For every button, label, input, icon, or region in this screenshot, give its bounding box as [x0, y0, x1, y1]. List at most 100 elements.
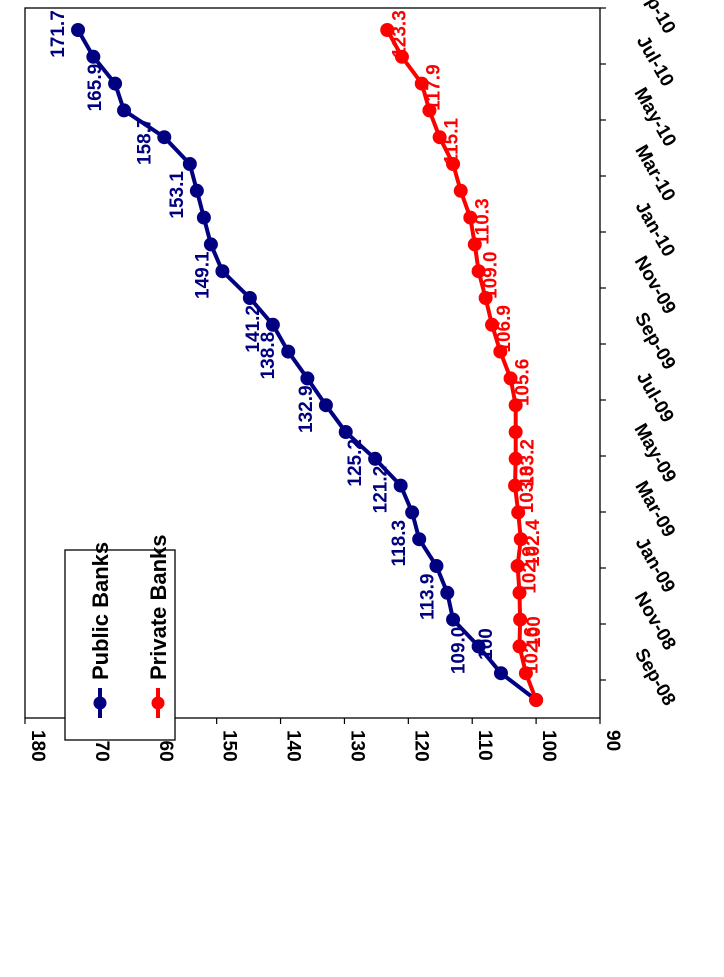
data-point [196, 210, 211, 225]
data-point [493, 666, 508, 681]
x-tick-label: Jan-09 [631, 534, 679, 597]
series-public-banks: 100109.0113.9118.3121.2125.2132.9138.814… [48, 10, 544, 707]
data-point [393, 478, 408, 493]
data-point [242, 291, 257, 305]
data-label: 171.7 [48, 10, 69, 58]
x-tick-label: May-09 [630, 420, 680, 486]
data-point [368, 451, 383, 466]
data-point [508, 425, 523, 439]
data-point [513, 612, 528, 627]
data-point [265, 317, 280, 332]
y-tick-label: 110 [474, 730, 495, 761]
data-label: 121.2 [371, 466, 392, 514]
data-label: 138.8 [258, 332, 279, 380]
data-point [493, 344, 508, 359]
x-tick-label: Sep-10 [630, 0, 679, 37]
data-point [511, 505, 526, 520]
x-tick-label: Jan-10 [631, 198, 679, 261]
data-label: 117.9 [424, 64, 445, 111]
x-tick-label: Sep-09 [630, 309, 679, 373]
data-label: 106.9 [494, 305, 515, 353]
legend-swatch-marker [151, 696, 165, 710]
data-point [414, 76, 429, 91]
data-point [281, 344, 296, 359]
data-point [440, 585, 455, 600]
data-label: 165.9 [85, 64, 106, 112]
data-point [518, 666, 533, 681]
data-point [478, 291, 493, 305]
x-tick-label: Jul-10 [632, 32, 678, 90]
data-point [503, 371, 518, 386]
data-point [86, 49, 101, 64]
x-tick-label: May-10 [630, 84, 680, 150]
x-tick-label: Mar-09 [630, 477, 679, 541]
legend: Public Banks Private Banks [64, 534, 176, 741]
data-label: 118.3 [389, 520, 410, 567]
data-point [338, 425, 353, 439]
data-point [513, 532, 528, 547]
y-tick-label: 100 [538, 730, 559, 762]
legend-swatch-marker [93, 696, 107, 710]
x-tick-label: Sep-08 [630, 645, 679, 709]
data-point [203, 237, 218, 252]
y-tick-label: 120 [410, 730, 431, 762]
data-point [300, 371, 315, 386]
data-point [453, 183, 468, 198]
data-point [529, 693, 544, 707]
data-label: 100 [524, 616, 545, 648]
x-tick-label: Jul-09 [632, 368, 678, 426]
data-point [467, 237, 482, 252]
data-point [446, 612, 461, 627]
x-axis: Sep-08Nov-08Jan-09Mar-09May-09Jul-09Sep-… [600, 0, 680, 709]
data-point [446, 157, 461, 171]
x-tick-label: Nov-08 [630, 589, 680, 654]
data-label: 103.3 [517, 466, 538, 514]
y-tick-label: 130 [346, 730, 367, 762]
data-point [429, 559, 444, 573]
data-point [485, 317, 500, 332]
data-point [412, 532, 427, 547]
data-point [508, 398, 523, 413]
data-point [117, 103, 132, 118]
data-point [512, 585, 527, 600]
data-label: 109.0 [449, 627, 470, 675]
data-label: 109.0 [481, 251, 502, 299]
data-label: 105.6 [513, 359, 534, 407]
data-label: 100 [476, 628, 497, 660]
legend-label: Public Banks [88, 542, 113, 680]
legend-label: Private Banks [146, 534, 171, 680]
data-label: 115.1 [442, 118, 463, 165]
data-point [471, 639, 486, 654]
data-point [394, 49, 409, 64]
data-point [432, 130, 447, 145]
data-point [182, 157, 197, 171]
data-label: 141.2 [243, 305, 264, 353]
data-point [215, 264, 230, 279]
y-tick-label: 140 [283, 730, 304, 762]
y-tick-label: 180 [27, 730, 48, 762]
y-tick-label: 150 [219, 730, 240, 762]
data-point [380, 23, 395, 37]
series-private-banks: 100102.6102.9102.4103.3103.2105.6106.910… [380, 10, 545, 707]
data-label: 102.4 [523, 519, 544, 567]
data-label: 123.3 [389, 10, 410, 58]
series-layer: 100109.0113.9118.3121.2125.2132.9138.814… [48, 10, 545, 707]
data-point [471, 264, 486, 279]
data-point [189, 183, 204, 198]
data-label: 158.7 [134, 117, 155, 165]
data-point [422, 103, 437, 118]
x-tick-label: Nov-09 [630, 253, 680, 318]
data-label: 102.9 [520, 546, 541, 594]
data-label: 132.9 [296, 385, 317, 433]
data-label: 153.1 [167, 171, 188, 219]
data-point [405, 505, 420, 520]
data-point [71, 23, 86, 37]
data-point [157, 130, 172, 145]
data-point [510, 559, 525, 573]
data-point [463, 210, 478, 225]
y-tick-label: 90 [602, 730, 623, 751]
data-label: 103.2 [518, 439, 539, 487]
data-label: 149.1 [192, 251, 213, 299]
data-point [512, 639, 527, 654]
